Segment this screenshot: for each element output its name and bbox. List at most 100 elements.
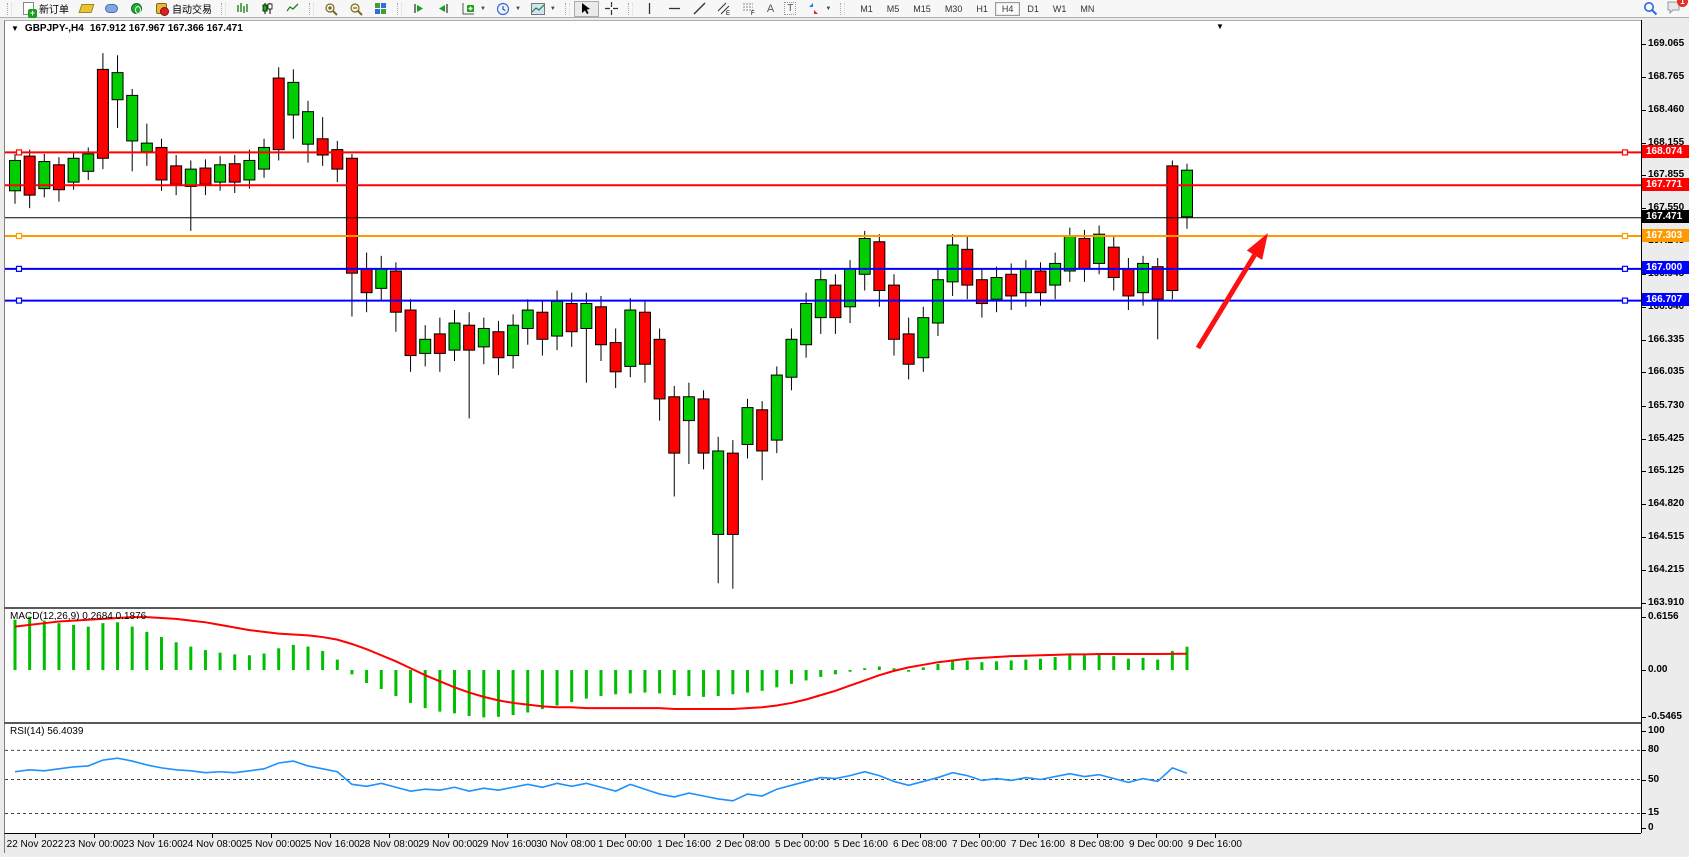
community-button[interactable] xyxy=(99,1,124,17)
timeframe-H1[interactable]: H1 xyxy=(976,3,988,14)
time-label: 9 Dec 00:00 xyxy=(1129,839,1183,850)
zoom-in-icon xyxy=(323,1,338,16)
timeframe-D1[interactable]: D1 xyxy=(1027,3,1039,14)
arrows-tool-button[interactable]: ▼ xyxy=(801,1,836,17)
timeframe-W1[interactable]: W1 xyxy=(1052,3,1067,14)
time-label: 29 Nov 00:00 xyxy=(418,839,478,850)
price-tick-label: 168.765 xyxy=(1648,70,1685,82)
fibo-letter: F xyxy=(751,11,755,15)
zoom-out-button[interactable] xyxy=(343,1,368,17)
timeframe-MN[interactable]: MN xyxy=(1080,3,1095,14)
line-chart-icon xyxy=(285,1,300,16)
toolbar-grip[interactable] xyxy=(7,2,12,15)
signal-globe-icon xyxy=(129,1,144,16)
trendline-tool-button[interactable] xyxy=(687,1,712,17)
autotrading-button[interactable]: 自动交易 xyxy=(149,1,217,17)
time-tick xyxy=(1156,834,1157,838)
collapse-icon[interactable]: ▼ xyxy=(11,24,19,33)
price-chart-pane[interactable]: ▼ GBPJPY-,H4 167.912 167.967 167.366 167… xyxy=(4,20,1642,607)
time-label: 7 Dec 00:00 xyxy=(952,839,1006,850)
chart-shift-button[interactable] xyxy=(431,1,456,17)
tile-windows-button[interactable] xyxy=(368,1,393,17)
time-label: 1 Dec 16:00 xyxy=(657,839,711,850)
time-axis[interactable]: 22 Nov 2022 23 Nov 00:00 23 Nov 16:00 24 No… xyxy=(4,833,1641,853)
rsi-pane[interactable]: RSI(14) 56.4039 xyxy=(4,724,1642,833)
vertical-line-icon xyxy=(642,1,657,16)
time-label: 29 Nov 16:00 xyxy=(477,839,537,850)
line-chart-button[interactable] xyxy=(280,1,305,17)
axis-tick xyxy=(1642,208,1646,210)
time-tick xyxy=(212,834,213,838)
axis-tick xyxy=(1642,731,1646,732)
price-tick-label: 165.730 xyxy=(1648,399,1685,411)
horizontal-line-icon xyxy=(667,1,682,16)
hline-167.303[interactable] xyxy=(5,232,1642,240)
chart-title: ▼ GBPJPY-,H4 167.912 167.967 167.366 167… xyxy=(11,23,243,34)
new-chart-button[interactable]: ▼ xyxy=(456,1,491,17)
price-axis[interactable]: 169.065 168.765 168.460 168.155 167.855 167.5… xyxy=(1641,20,1689,833)
text-tool-button[interactable]: A xyxy=(762,1,779,17)
axis-tick xyxy=(1642,109,1646,111)
search-icon[interactable] xyxy=(1643,1,1658,16)
macd-signal-line xyxy=(14,616,1188,711)
cursor-icon xyxy=(579,1,594,16)
label-tool-button[interactable]: T xyxy=(779,1,801,17)
axis-tick xyxy=(1642,438,1646,440)
time-label: 2 Dec 08:00 xyxy=(716,839,770,850)
hline-168.074[interactable] xyxy=(5,149,1642,156)
pane-separator[interactable] xyxy=(4,722,1641,724)
notifications-button[interactable]: 1 xyxy=(1666,0,1688,17)
timeframe-M15[interactable]: M15 xyxy=(913,3,931,14)
templates-button[interactable]: ▼ xyxy=(526,1,561,17)
toolbar: + 新订单 自动交易 xyxy=(0,0,1689,18)
periods-button[interactable]: ▼ xyxy=(491,1,526,17)
toolbar-grip[interactable] xyxy=(309,2,314,15)
toolbar-grip[interactable] xyxy=(221,2,226,15)
dropdown-caret-icon: ▼ xyxy=(480,5,486,12)
bar-chart-button[interactable] xyxy=(230,1,255,17)
crosshair-tool-button[interactable] xyxy=(599,1,624,17)
macd-label: MACD(12,26,9) 0.2684 0.1876 xyxy=(10,611,147,622)
toolbar-grip[interactable] xyxy=(564,2,570,15)
macd-pane[interactable]: MACD(12,26,9) 0.2684 0.1876 xyxy=(4,609,1641,722)
price-tick-label: 165.125 xyxy=(1648,465,1685,477)
time-tick xyxy=(448,834,449,838)
cursor-tool-button[interactable] xyxy=(573,0,599,17)
auto-scroll-button[interactable] xyxy=(406,1,431,17)
toolbar-grip[interactable] xyxy=(840,2,846,15)
market-button[interactable] xyxy=(74,1,99,17)
new-order-label: 新订单 xyxy=(39,5,69,16)
time-label: 1 Dec 00:00 xyxy=(598,839,652,850)
timeframe-H4[interactable]: H4 xyxy=(994,1,1021,16)
pane-separator[interactable] xyxy=(4,607,1641,609)
toolbar-grip[interactable] xyxy=(397,2,402,15)
new-order-button[interactable]: + 新订单 xyxy=(16,1,74,18)
axis-tick xyxy=(1642,670,1646,671)
dropdown-caret-icon: ▼ xyxy=(825,5,832,12)
trendline-icon xyxy=(692,1,707,16)
toolbar-grip[interactable] xyxy=(627,2,633,15)
hline-166.707[interactable] xyxy=(5,297,1642,304)
fibonacci-tool-button[interactable]: F xyxy=(737,1,762,17)
timeframe-M1[interactable]: M1 xyxy=(860,3,873,14)
price-tick-label: 164.820 xyxy=(1648,498,1685,510)
channel-letter: E xyxy=(726,11,730,15)
dropdown-caret-icon: ▼ xyxy=(549,5,556,12)
price-tick-label: 165.425 xyxy=(1648,432,1685,444)
macd-axis-label: 0.6156 xyxy=(1648,610,1679,622)
vline-tool-button[interactable] xyxy=(637,1,662,17)
time-tick xyxy=(1038,834,1039,838)
trend-arrow[interactable] xyxy=(1195,233,1268,350)
crosshair-icon xyxy=(604,1,619,16)
timeframe-M5[interactable]: M5 xyxy=(886,3,900,14)
price-tag-167.471: 167.471 xyxy=(1642,210,1689,224)
channel-tool-button[interactable]: E xyxy=(712,1,737,17)
signals-button[interactable] xyxy=(124,1,149,17)
candlestick-chart-button[interactable] xyxy=(255,1,280,17)
time-label: 8 Dec 08:00 xyxy=(1070,839,1124,850)
timeframe-M30[interactable]: M30 xyxy=(944,3,963,14)
zoom-out-icon xyxy=(348,1,363,16)
hline-tool-button[interactable] xyxy=(662,1,687,17)
zoom-in-button[interactable] xyxy=(318,1,343,17)
hline-167.000[interactable] xyxy=(5,265,1642,272)
